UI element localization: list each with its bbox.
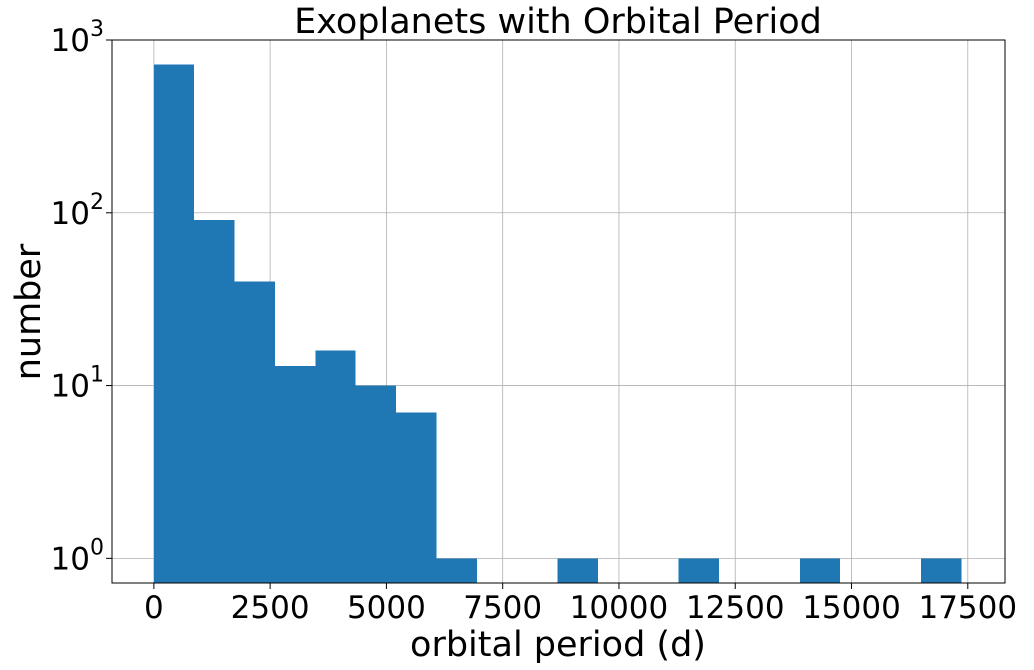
histogram-bar xyxy=(234,281,275,583)
chart-title: Exoplanets with Orbital Period xyxy=(294,2,822,42)
y-tick-exponent: 3 xyxy=(90,17,104,42)
y-tick-label: 101 xyxy=(51,363,104,405)
x-tick-label: 5000 xyxy=(347,590,426,626)
histogram-bar xyxy=(436,558,477,583)
y-axis-label: number xyxy=(9,243,49,380)
x-tick-label: 10000 xyxy=(570,590,669,626)
y-tick-label: 100 xyxy=(51,535,104,577)
plot-frame xyxy=(111,39,1006,584)
x-tick-label: 2500 xyxy=(231,590,310,626)
histogram-bar xyxy=(194,219,235,583)
histogram-bar xyxy=(920,558,962,583)
histogram-bars xyxy=(153,64,962,584)
histogram-bar xyxy=(153,64,195,584)
x-tick-label: 17500 xyxy=(918,590,1017,626)
x-gridlines xyxy=(153,40,969,583)
y-tick-exponent: 0 xyxy=(90,535,104,560)
x-tick-label: 7500 xyxy=(463,590,542,626)
histogram-bar xyxy=(315,350,356,583)
histogram-bar xyxy=(557,558,598,583)
x-axis-label: orbital period (d) xyxy=(410,625,706,665)
y-tick-base: 10 xyxy=(51,541,90,577)
y-tick-base: 10 xyxy=(51,196,90,232)
y-tick-exponent: 2 xyxy=(90,190,104,215)
x-axis-ticks: 0 2500 5000 7500 10000 12500 15000 17500 xyxy=(144,583,1017,626)
histogram-bar xyxy=(799,558,841,583)
x-tick-label: 12500 xyxy=(686,590,785,626)
x-tick-label: 15000 xyxy=(802,590,901,626)
y-tick-base: 10 xyxy=(51,23,90,59)
histogram-bar xyxy=(274,365,316,583)
y-tick-exponent: 1 xyxy=(90,363,104,388)
histogram-bar xyxy=(678,558,720,583)
y-tick-label: 102 xyxy=(51,190,104,232)
histogram-bar xyxy=(396,412,437,583)
histogram-bar xyxy=(355,385,397,583)
x-tick-label: 0 xyxy=(144,590,164,626)
y-tick-label: 103 xyxy=(51,17,104,59)
y-tick-base: 10 xyxy=(51,369,90,405)
